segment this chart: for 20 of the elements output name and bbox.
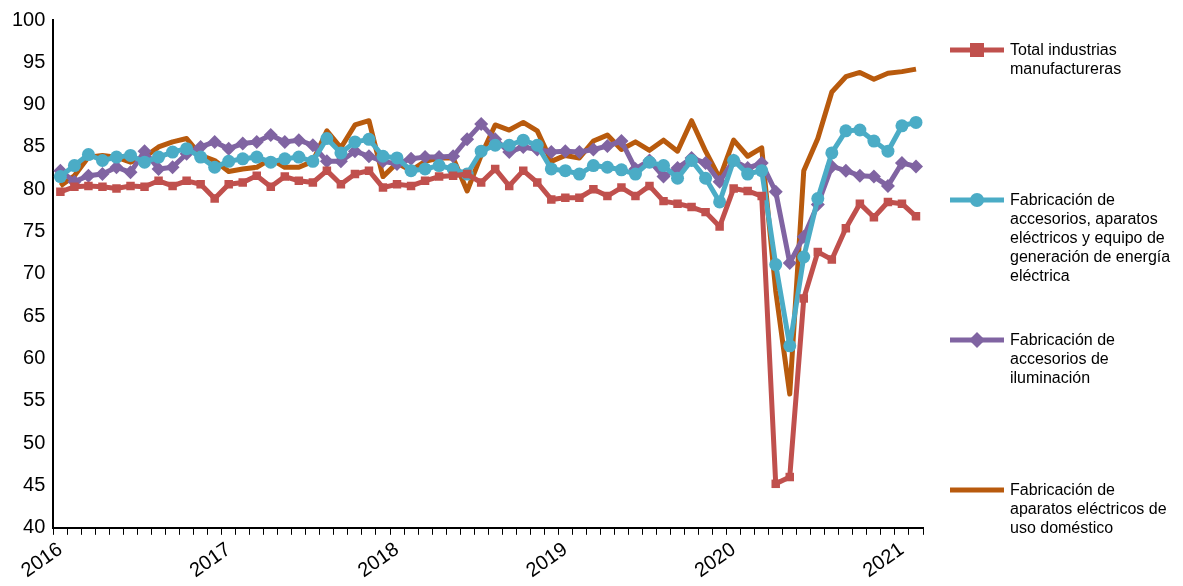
y-tick-label: 75 [23, 219, 46, 242]
x-tick-label: 2020 [690, 537, 740, 581]
legend-label: Fabricación de accesorios, aparatos eléctricos y equipo de generación de energía eléctrica [1010, 190, 1172, 285]
y-tick-label: 55 [23, 388, 46, 411]
y-tick-label: 40 [23, 515, 46, 538]
x-tick-label: 2021 [858, 537, 908, 581]
y-tick-label: 65 [23, 303, 46, 326]
y-tick-label: 95 [23, 49, 46, 72]
y-tick-label: 90 [23, 92, 46, 115]
legend-label: Fabricación de aparatos eléctricos de uso doméstico [1010, 480, 1168, 537]
y-tick-label: 80 [23, 176, 46, 199]
y-tick-label: 45 [23, 473, 46, 496]
y-tick-label: 85 [23, 134, 46, 157]
y-tick-label: 50 [23, 430, 46, 453]
legend-label: Fabricación de accesorios de iluminación [1010, 330, 1116, 387]
x-tick-label: 2019 [521, 537, 571, 581]
y-tick-label: 70 [23, 261, 46, 284]
y-tick-label: 100 [11, 7, 46, 30]
y-tick-label: 60 [23, 346, 46, 369]
legend-label: Total industrias manufactureras [1010, 40, 1123, 78]
